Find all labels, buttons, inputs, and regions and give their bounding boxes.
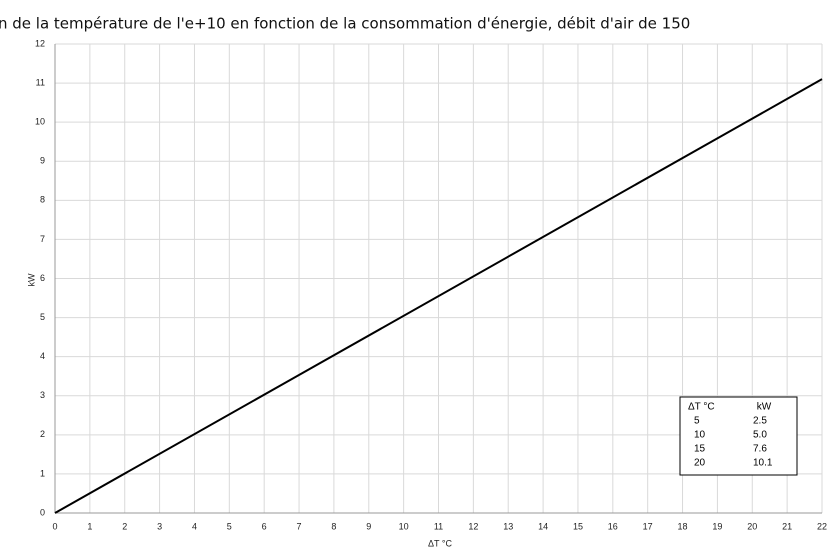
y-axis-label: kW: [26, 273, 36, 287]
table-header: ΔT °C: [688, 402, 715, 413]
x-tick-label: 1: [87, 521, 92, 531]
table-cell: 15: [694, 444, 706, 455]
y-tick-label: 2: [40, 429, 45, 439]
table-header: kW: [757, 402, 772, 413]
y-tick-label: 4: [40, 351, 45, 361]
x-tick-label: 19: [712, 521, 722, 531]
x-axis-label: ΔT °C: [428, 538, 452, 548]
x-tick-label: 5: [227, 521, 232, 531]
x-tick-label: 21: [782, 521, 792, 531]
x-tick-label: 22: [817, 521, 827, 531]
x-tick-label: 11: [434, 521, 443, 531]
x-tick-label: 15: [573, 521, 583, 531]
y-tick-label: 11: [36, 77, 45, 87]
x-tick-label: 4: [192, 521, 197, 531]
x-tick-label: 6: [262, 521, 267, 531]
table-cell: 5: [694, 416, 700, 427]
x-tick-label: 0: [52, 521, 57, 531]
y-tick-label: 12: [35, 38, 45, 48]
chart-title: n de la température de l'e+10 en fonctio…: [0, 15, 690, 33]
table-cell: 10.1: [753, 458, 773, 469]
table-box: [679, 396, 798, 476]
table-cell: 2.5: [753, 416, 767, 427]
x-tick-label: 2: [122, 521, 127, 531]
x-tick-label: 8: [331, 521, 336, 531]
table-cell: 10: [694, 430, 706, 441]
x-tick-label: 16: [608, 521, 618, 531]
y-tick-label: 0: [40, 507, 45, 517]
y-tick-label: 5: [40, 312, 45, 322]
x-tick-label: 20: [747, 521, 757, 531]
line: [54, 78, 823, 514]
x-tick-label: 9: [366, 521, 371, 531]
x-tick-label: 17: [643, 521, 653, 531]
y-tick-label: 8: [40, 195, 45, 205]
x-tick-label: 18: [678, 521, 688, 531]
table-cell: 20: [694, 458, 706, 469]
y-tick-label: 10: [35, 117, 45, 127]
y-tick-label: 6: [40, 273, 45, 283]
y-tick-label: 1: [40, 468, 45, 478]
x-tick-label: 7: [297, 521, 302, 531]
x-tick-label: 3: [157, 521, 162, 531]
y-tick-label: 7: [40, 234, 45, 244]
y-tick-label: 3: [40, 390, 45, 400]
table-cell: 7.6: [753, 444, 767, 455]
x-tick-label: 12: [468, 521, 478, 531]
y-tick-label: 9: [40, 156, 45, 166]
table-cell: 5.0: [753, 430, 767, 441]
x-tick-label: 14: [538, 521, 548, 531]
x-tick-label: 10: [399, 521, 409, 531]
x-tick-label: 13: [503, 521, 513, 531]
